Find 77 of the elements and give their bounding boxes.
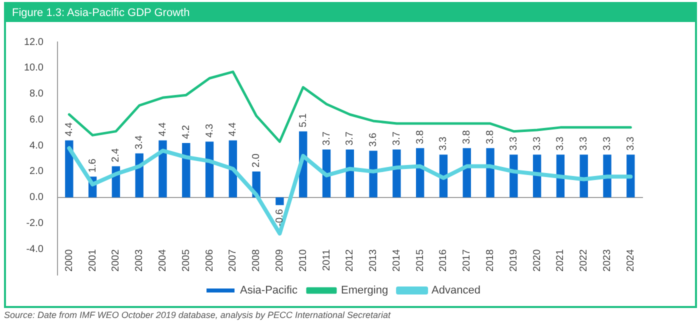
- y-tick-label: 12.0: [24, 36, 44, 48]
- x-tick-label: 2017: [462, 248, 473, 272]
- data-label: 1.6: [87, 158, 98, 173]
- data-label: 4.2: [180, 124, 192, 139]
- bar: [486, 148, 494, 198]
- data-label: 3.6: [368, 132, 380, 147]
- bar: [346, 149, 354, 198]
- y-tick-label: 0.0: [30, 192, 44, 204]
- chart-title: Figure 1.3: Asia-Pacific GDP Growth: [6, 4, 695, 22]
- x-tick-label: 2003: [134, 248, 146, 272]
- y-tick-label: -2.0: [26, 218, 44, 229]
- data-label: 3.3: [508, 136, 520, 151]
- x-tick-label: 2019: [508, 248, 520, 272]
- data-label: 4.3: [204, 123, 216, 138]
- bar: [205, 142, 214, 198]
- data-label: 3.3: [438, 136, 450, 151]
- x-tick-label: 2005: [180, 248, 192, 272]
- data-label: 4.4: [157, 122, 168, 136]
- data-label: 3.8: [462, 130, 473, 144]
- x-tick-label: 2022: [578, 248, 590, 272]
- x-tick-label: 2013: [368, 248, 380, 272]
- data-label: 3.8: [414, 130, 426, 144]
- data-label: 3.7: [321, 131, 332, 146]
- bar: [392, 149, 401, 198]
- bar: [182, 142, 190, 198]
- x-tick-label: 2006: [204, 248, 216, 272]
- x-tick-label: 2010: [298, 248, 309, 272]
- data-label: 3.3: [578, 136, 590, 151]
- data-label: 4.4: [228, 122, 239, 136]
- data-label: -0.6: [274, 208, 286, 226]
- x-tick-label: 2009: [274, 248, 286, 272]
- data-label: 3.3: [532, 136, 543, 151]
- x-tick-label: 2023: [602, 248, 613, 272]
- bar: [65, 140, 74, 198]
- x-tick-label: 2008: [251, 248, 262, 272]
- y-tick-label: 8.0: [30, 88, 44, 100]
- x-tick-label: 2021: [555, 248, 566, 272]
- data-label: 3.3: [625, 136, 636, 151]
- legend-label: Emerging: [340, 284, 388, 297]
- x-tick-label: 2002: [110, 248, 122, 272]
- y-tick-label: 4.0: [30, 140, 44, 152]
- bar: [369, 150, 378, 198]
- x-tick-label: 2004: [157, 248, 168, 272]
- x-tick-label: 2018: [485, 248, 496, 272]
- x-tick-label: 2015: [414, 248, 426, 272]
- bar: [462, 148, 471, 198]
- bar: [603, 154, 612, 198]
- x-tick-label: 2014: [391, 248, 402, 272]
- x-tick-label: 2016: [438, 248, 450, 272]
- bar: [158, 140, 167, 198]
- data-label: 2.4: [110, 148, 122, 162]
- y-tick-label: 6.0: [30, 114, 44, 126]
- x-tick-label: 2011: [321, 248, 332, 271]
- x-tick-label: 2007: [228, 248, 239, 272]
- x-tick-label: 2012: [344, 248, 356, 272]
- data-label: 3.7: [391, 131, 402, 146]
- bar: [416, 148, 424, 198]
- bar: [276, 197, 284, 206]
- data-label: 5.1: [298, 112, 309, 128]
- data-label: 3.3: [555, 136, 566, 151]
- data-label: 3.4: [134, 134, 146, 150]
- data-label: 3.3: [602, 136, 613, 151]
- data-label: 3.8: [485, 130, 496, 144]
- x-tick-label: 2001: [87, 248, 98, 272]
- y-tick-label: -4.0: [26, 244, 44, 255]
- x-tick-label: 2024: [625, 248, 636, 272]
- source-note: Source: Date from IMF WEO October 2019 database, analysis by PECC International Secretariat: [4, 310, 391, 320]
- y-tick-label: 10.0: [24, 62, 44, 74]
- bar: [626, 154, 635, 198]
- x-tick-label: 2000: [64, 248, 75, 272]
- legend-label: Asia-Pacific: [240, 284, 298, 297]
- legend-label: Advanced: [432, 284, 480, 297]
- data-label: 4.4: [64, 122, 75, 136]
- y-tick-label: 2.0: [30, 166, 44, 178]
- data-label: 2.0: [251, 153, 262, 168]
- data-label: 3.7: [344, 131, 356, 146]
- x-tick-label: 2020: [532, 248, 543, 272]
